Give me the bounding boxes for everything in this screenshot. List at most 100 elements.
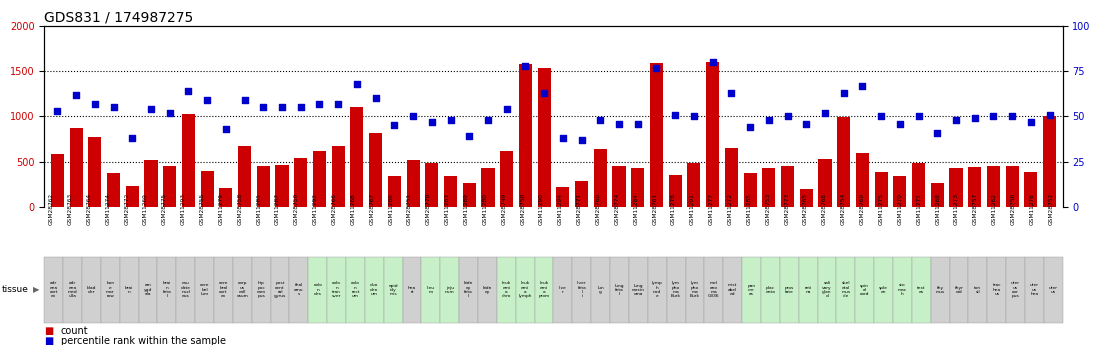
Bar (650, 63, 663, 207)
Text: GSM28773: GSM28773 (784, 193, 789, 225)
Text: kidn
ey: kidn ey (483, 286, 493, 294)
Text: GSM28757: GSM28757 (973, 193, 977, 225)
Text: lymp
h
nod
e: lymp h nod e (652, 282, 663, 298)
Text: sple
en: sple en (879, 286, 888, 294)
Point (816, 110, 834, 116)
Point (554, 136, 571, 141)
Text: test
es: test es (917, 286, 925, 294)
Text: GSM11279: GSM11279 (218, 193, 224, 225)
Text: brai
n: brai n (125, 286, 133, 294)
Text: GSM11287: GSM11287 (275, 193, 280, 225)
Text: cere
bral
cort
ex: cere bral cort ex (219, 282, 228, 298)
Text: adr
ena
med
ulla: adr ena med ulla (68, 282, 77, 298)
Bar (706, 62, 720, 207)
Text: am
ygd
ala: am ygd ala (144, 284, 152, 296)
Text: thal
amu
s: thal amu s (294, 284, 303, 296)
Text: lieu
m: lieu m (427, 286, 435, 294)
Text: pros
tate: pros tate (785, 286, 794, 294)
Text: GSM28753: GSM28753 (765, 193, 770, 225)
Bar (631, 168, 644, 207)
Text: bon
e
mar
row: bon e mar row (106, 282, 114, 298)
Bar (387, 176, 401, 207)
Bar (444, 176, 457, 207)
Text: jeju
num: jeju num (445, 286, 455, 294)
Text: GSM28755: GSM28755 (199, 193, 205, 225)
Text: uter
us
hea: uter us hea (1030, 284, 1039, 296)
Point (442, 117, 459, 123)
Text: GSM11288: GSM11288 (935, 193, 940, 225)
Text: leuk
emi
a
prom: leuk emi a prom (538, 282, 550, 298)
Text: percentile rank within the sample: percentile rank within the sample (61, 336, 226, 345)
Text: lym
pho
ma
Burk: lym pho ma Burk (671, 282, 681, 298)
Text: leuk
emi
a
chro: leuk emi a chro (501, 282, 511, 298)
Text: GSM11270: GSM11270 (898, 193, 902, 225)
Bar (276, 165, 289, 207)
Bar (126, 186, 138, 207)
Text: GSM28771: GSM28771 (577, 193, 582, 225)
Text: colo
n
des: colo n des (313, 284, 322, 296)
Point (723, 90, 741, 96)
Point (759, 117, 777, 123)
Point (1003, 114, 1021, 119)
Bar (107, 172, 120, 207)
Point (423, 119, 441, 125)
Point (366, 96, 384, 101)
Text: GSM28772: GSM28772 (124, 193, 130, 225)
Point (311, 101, 329, 107)
Text: sto
mac
h: sto mac h (898, 284, 907, 296)
Point (853, 83, 871, 88)
Text: GSM11277: GSM11277 (708, 193, 714, 225)
Point (966, 116, 984, 121)
Text: GSM11292: GSM11292 (313, 193, 318, 225)
Text: epid
idy
mis: epid idy mis (389, 284, 399, 296)
Point (404, 114, 422, 119)
Text: mist
abel
ed: mist abel ed (728, 284, 737, 296)
Text: hea
rt: hea rt (408, 286, 416, 294)
Point (86, 101, 104, 107)
Bar (182, 114, 195, 207)
Bar (519, 64, 532, 207)
Bar (70, 128, 83, 207)
Text: GSM28759: GSM28759 (293, 193, 299, 225)
Point (255, 105, 272, 110)
Point (68, 92, 85, 97)
Text: colo
n
tran
sver: colo n tran sver (332, 282, 341, 298)
Point (685, 114, 703, 119)
Text: GSM11286: GSM11286 (389, 193, 393, 225)
Text: trac
hea
us: trac hea us (993, 284, 1001, 296)
Text: GSM28774: GSM28774 (614, 193, 620, 225)
Point (292, 105, 310, 110)
Point (273, 105, 291, 110)
Point (330, 101, 348, 107)
Bar (406, 160, 420, 207)
Text: GSM11285: GSM11285 (746, 193, 752, 225)
Text: GSM28769: GSM28769 (860, 193, 865, 225)
Bar (593, 149, 607, 207)
Text: GSM28763: GSM28763 (68, 193, 73, 225)
Bar (875, 172, 888, 207)
Point (1022, 119, 1039, 125)
Bar (351, 107, 363, 207)
Point (161, 110, 178, 116)
Text: uter
us
cor
pus: uter us cor pus (1011, 282, 1020, 298)
Text: GSM11294: GSM11294 (558, 193, 563, 225)
Point (142, 106, 159, 112)
Point (385, 123, 403, 128)
Point (591, 117, 609, 123)
Text: uter
us: uter us (1048, 286, 1058, 294)
Text: blad
der: blad der (86, 286, 96, 294)
Text: GSM28754: GSM28754 (841, 193, 846, 225)
Text: count: count (61, 326, 89, 335)
Text: ■: ■ (44, 326, 53, 335)
Text: pan
cre
as: pan cre as (747, 284, 756, 296)
Text: GSM28749: GSM28749 (501, 193, 506, 225)
Bar (332, 146, 344, 207)
Point (648, 65, 665, 70)
Text: lung
feta
l: lung feta l (614, 284, 624, 296)
Point (629, 121, 646, 127)
Bar (369, 133, 382, 207)
Point (742, 125, 759, 130)
Point (498, 106, 516, 112)
Text: cere
bel
lum: cere bel lum (200, 284, 209, 296)
Point (198, 97, 216, 103)
